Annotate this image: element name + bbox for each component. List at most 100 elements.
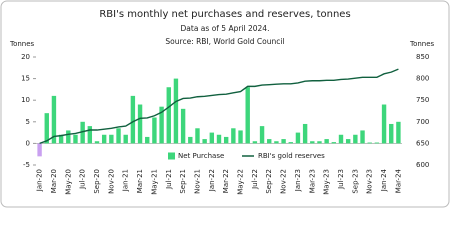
y-tick-label: 0 <box>26 139 30 147</box>
y2-tick-label: 650 <box>416 139 429 147</box>
bar <box>252 141 258 144</box>
x-tick-label: Jan-24 <box>380 168 388 192</box>
bar <box>317 141 322 144</box>
bar <box>360 130 365 144</box>
bar <box>123 134 128 144</box>
x-tick-label: Jul-22 <box>251 169 259 190</box>
bar <box>130 95 136 144</box>
frame <box>0 0 450 208</box>
bar <box>116 128 121 144</box>
y-tick-label: -5 <box>23 161 30 169</box>
bar <box>231 128 236 144</box>
bar <box>381 104 387 144</box>
bar <box>195 128 200 144</box>
bar <box>302 123 308 144</box>
x-tick-label: Nov-21 <box>193 169 201 194</box>
bar <box>374 142 380 144</box>
x-tick-label: Mar-20 <box>50 169 58 193</box>
bar <box>87 126 93 144</box>
bar <box>216 134 222 144</box>
bar <box>345 139 351 144</box>
bar <box>180 108 186 144</box>
bar <box>367 142 372 144</box>
bar <box>202 139 207 144</box>
x-tick-label: Jan-22 <box>208 169 216 192</box>
x-tick-label: May-20 <box>64 169 72 195</box>
x-tick-label: Jul-21 <box>165 169 173 190</box>
x-tick-label: Sep-23 <box>351 169 359 194</box>
bar <box>274 141 279 144</box>
y-tick-label: 15 <box>21 75 30 83</box>
bar <box>209 132 215 144</box>
x-tick-label: Mar-22 <box>222 169 230 193</box>
bar <box>173 78 179 144</box>
y2-axis-label: Tonnes <box>409 40 435 48</box>
bar <box>37 143 42 157</box>
x-tick-label: Nov-23 <box>366 169 374 194</box>
bar <box>338 134 344 144</box>
x-tick-label: Jul-20 <box>79 169 87 190</box>
bar <box>238 130 243 144</box>
bar <box>396 121 401 144</box>
bar <box>188 136 193 144</box>
subtitle: Data as of 5 April 2024. <box>181 24 270 33</box>
y-tick-label: 5 <box>26 118 30 126</box>
x-tick-label: Jan-20 <box>36 169 44 192</box>
bar <box>51 95 57 144</box>
y-tick-label: 20 <box>21 53 30 61</box>
y-axis-label: Tonnes <box>9 40 35 48</box>
bar <box>44 113 49 144</box>
bar <box>267 139 272 144</box>
x-tick-label: May-23 <box>323 169 331 195</box>
bar <box>223 136 229 144</box>
x-tick-label: Sep-22 <box>265 169 273 194</box>
bar <box>94 141 100 144</box>
x-tick-label: Jan-23 <box>294 169 302 192</box>
bar <box>101 134 107 144</box>
chart: RBI's monthly net purchases and reserves… <box>0 0 450 208</box>
legend-label: Net Purchase <box>178 152 224 160</box>
x-tick-label: May-21 <box>150 169 158 195</box>
x-tick-label: Mar-23 <box>308 169 316 193</box>
bar <box>353 134 358 144</box>
bar <box>109 134 114 144</box>
y2-tick-label: 800 <box>416 75 429 83</box>
bar <box>73 134 78 144</box>
legend-swatch <box>168 152 175 160</box>
bar <box>80 121 85 144</box>
x-tick-label: Mar-24 <box>394 168 402 193</box>
bar <box>295 132 301 144</box>
x-tick-label: Nov-22 <box>280 169 288 194</box>
y2-tick-label: 850 <box>416 53 429 61</box>
line <box>39 68 399 145</box>
x-tick-label: May-22 <box>237 169 245 195</box>
legend-label: RBI's gold reserves <box>258 152 325 160</box>
y2-tick-label: 700 <box>416 118 429 126</box>
bar <box>281 139 286 144</box>
x-tick-label: Sep-20 <box>93 169 101 194</box>
chart-title: RBI's monthly net purchases and reserves… <box>99 9 350 20</box>
y2-tick-label: 750 <box>416 96 429 104</box>
y2-tick-label: 600 <box>416 161 429 169</box>
bar <box>389 123 394 144</box>
bar <box>166 87 171 144</box>
x-tick-label: Jan-21 <box>122 169 130 192</box>
bar <box>310 141 315 144</box>
bar <box>245 87 250 144</box>
source: Source: RBI, World Gold Council <box>165 37 284 46</box>
x-tick-label: Jul-23 <box>337 169 345 190</box>
bar <box>288 142 293 144</box>
bar <box>58 134 64 144</box>
bar <box>159 106 164 144</box>
x-tick-label: Sep-21 <box>179 169 187 194</box>
bar <box>66 130 71 144</box>
bar <box>137 104 143 144</box>
bar <box>145 136 150 144</box>
x-tick-label: Mar-21 <box>136 169 144 193</box>
bar <box>324 139 329 144</box>
bar <box>259 126 265 144</box>
y-tick-label: 10 <box>21 96 30 104</box>
bar <box>331 142 337 144</box>
x-tick-label: Nov-20 <box>107 169 115 194</box>
bar <box>152 117 157 144</box>
